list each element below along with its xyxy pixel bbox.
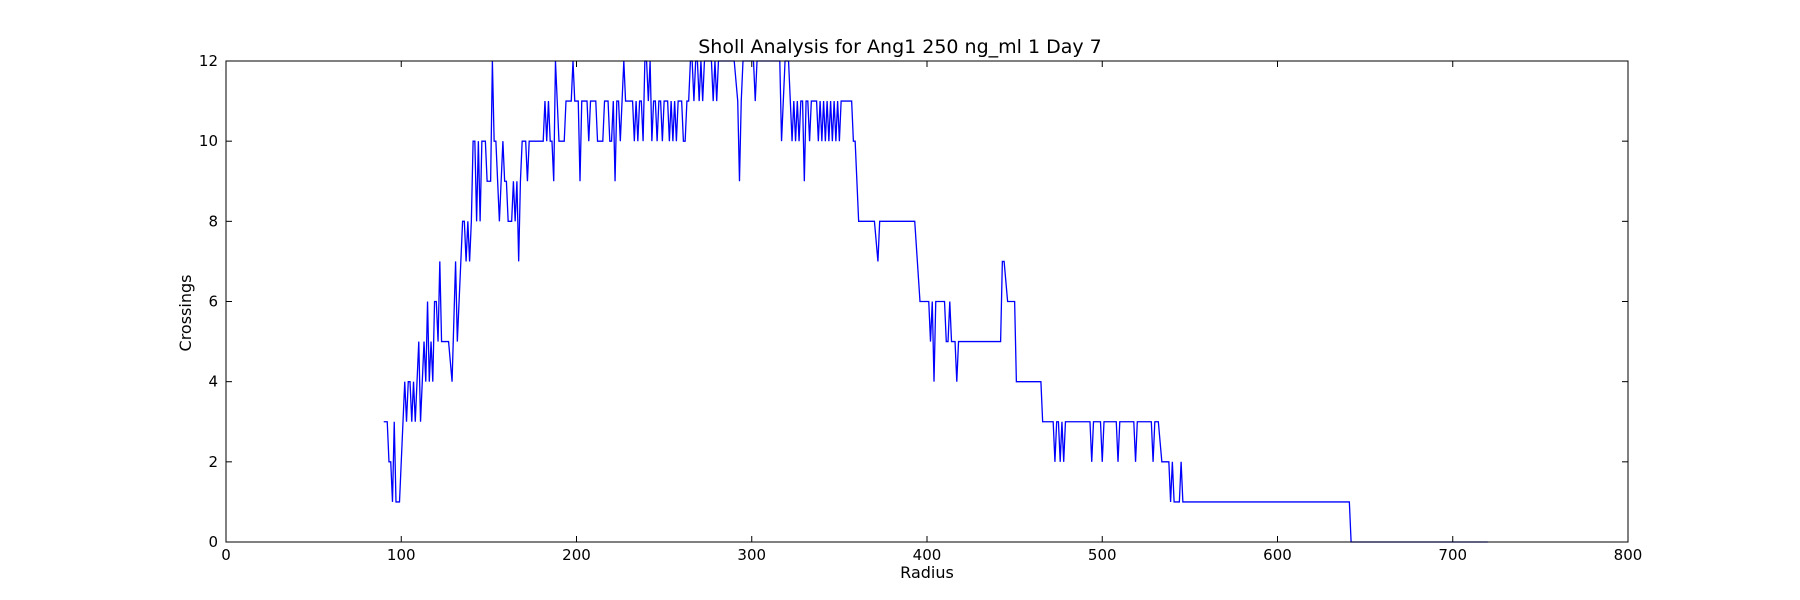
x-tick-label: 300: [737, 546, 766, 564]
x-tick-label: 800: [1614, 546, 1643, 564]
y-tick-label: 4: [208, 373, 218, 391]
y-tick-label: 10: [199, 132, 218, 150]
x-tick-label: 200: [562, 546, 591, 564]
x-axis-label: Radius: [900, 563, 954, 582]
y-tick-label: 0: [208, 533, 218, 551]
y-tick-label: 12: [199, 52, 218, 70]
y-tick-label: 6: [208, 293, 218, 311]
series-line-0: [383, 60, 1488, 543]
x-tick-label: 600: [1263, 546, 1292, 564]
y-axis-label: Crossings: [176, 275, 195, 352]
x-tick-label: 400: [913, 546, 942, 564]
plot-area: 0 100 200 300 400 500 600 700 800 0 2 4 6 8 10 12: [199, 52, 1642, 564]
x-tick-label: 100: [387, 546, 416, 564]
y-tick-label: 2: [208, 453, 218, 471]
x-tick-label: 500: [1088, 546, 1117, 564]
y-tick-label: 8: [208, 212, 218, 230]
chart-title: Sholl Analysis for Ang1 250 ng_ml 1 Day …: [698, 36, 1102, 58]
x-tick-label: 0: [221, 546, 231, 564]
x-tick-label: 700: [1438, 546, 1467, 564]
